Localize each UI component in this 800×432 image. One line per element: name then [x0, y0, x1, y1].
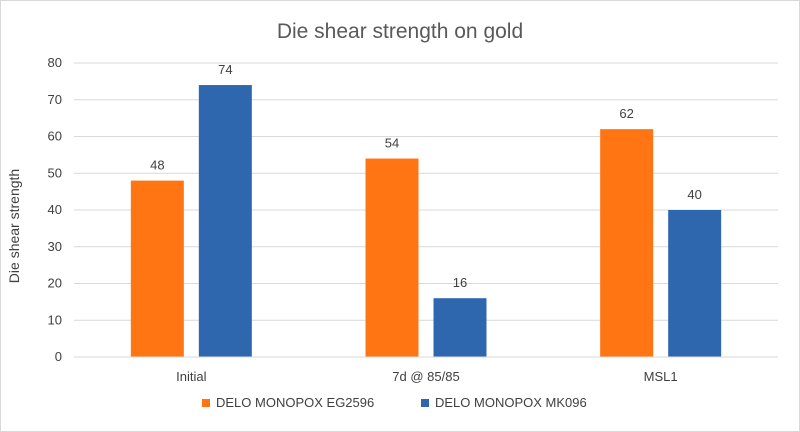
x-axis-ticks: Initial 7d @ 85/85 MSL1 — [176, 369, 677, 384]
bar-series-1-category-1 — [433, 298, 487, 357]
y-tick-label-60: 60 — [48, 129, 62, 144]
bar-series-0-category-2 — [600, 129, 654, 357]
bar-series-0-category-0 — [130, 180, 184, 357]
y-tick-label-20: 20 — [48, 276, 62, 291]
y-tick-label-10: 10 — [48, 312, 62, 327]
bars-group — [130, 85, 722, 358]
x-tick-label-0: Initial — [176, 369, 206, 384]
legend-swatch-1 — [421, 399, 429, 407]
bar-series-1-category-0 — [198, 85, 252, 358]
legend-item-0: DELO MONOPOX EG2596 — [202, 395, 374, 410]
bar-series-0-category-1 — [365, 158, 419, 357]
gridlines — [74, 62, 778, 358]
x-tick-label-1: 7d @ 85/85 — [392, 369, 459, 384]
y-tick-label-70: 70 — [48, 92, 62, 107]
legend-swatch-0 — [202, 399, 210, 407]
value-label-series-1-category-0: 74 — [218, 62, 232, 77]
legend-item-1: DELO MONOPOX MK096 — [421, 395, 587, 410]
y-tick-label-30: 30 — [48, 239, 62, 254]
chart-title: Die shear strength on gold — [277, 20, 523, 43]
value-label-series-0-category-2: 62 — [619, 106, 633, 121]
legend-label-0: DELO MONOPOX EG2596 — [216, 395, 374, 410]
value-label-series-1-category-1: 16 — [453, 275, 467, 290]
y-tick-label-50: 50 — [48, 165, 62, 180]
y-tick-label-80: 80 — [48, 55, 62, 70]
legend-label-1: DELO MONOPOX MK096 — [435, 395, 587, 410]
y-tick-label-40: 40 — [48, 202, 62, 217]
y-axis-ticks: 0 10 20 30 40 50 60 70 80 — [48, 55, 62, 364]
value-label-series-0-category-0: 48 — [150, 158, 164, 173]
bar-series-1-category-2 — [668, 210, 722, 357]
value-label-series-0-category-1: 54 — [385, 136, 399, 151]
y-axis-label: Die shear strength — [6, 169, 22, 283]
value-labels-group: 48 74 54 16 62 40 — [150, 62, 702, 290]
value-label-series-1-category-2: 40 — [687, 187, 701, 202]
legend: DELO MONOPOX EG2596 DELO MONOPOX MK096 — [202, 395, 587, 410]
y-tick-label-0: 0 — [55, 349, 62, 364]
x-tick-label-2: MSL1 — [644, 369, 678, 384]
